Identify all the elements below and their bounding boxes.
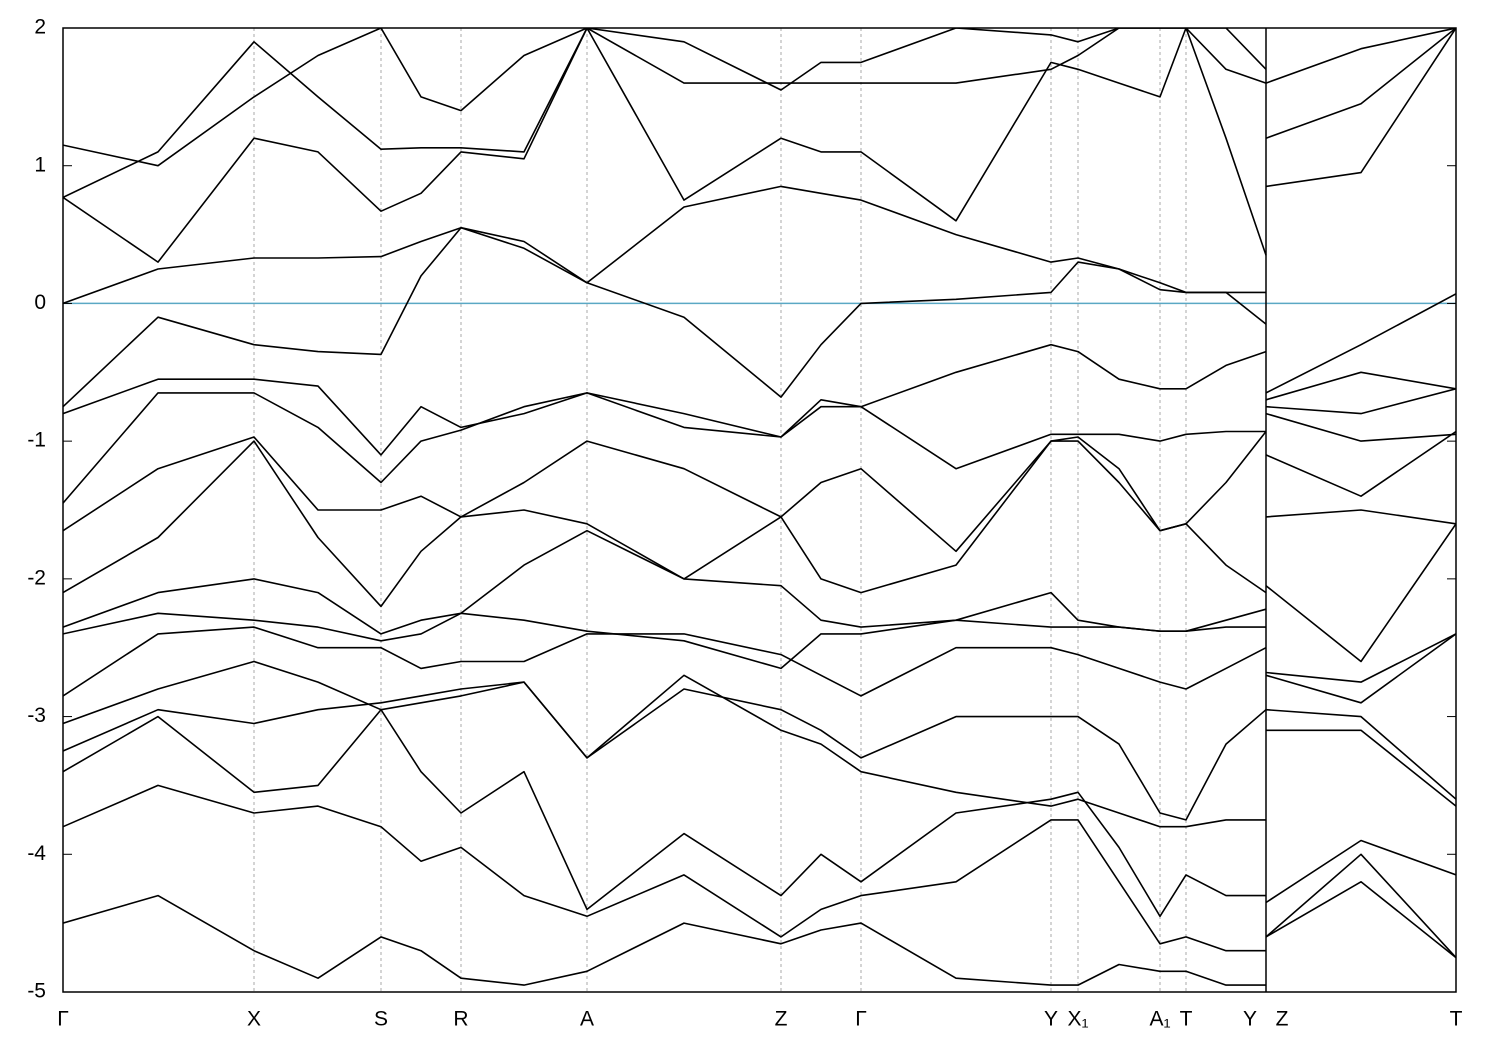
x-tick-label: T bbox=[1180, 1008, 1193, 1031]
x-tick-label: Γ bbox=[855, 1008, 867, 1031]
band-line bbox=[63, 784, 1456, 959]
band-line bbox=[63, 626, 1456, 704]
band-line bbox=[63, 660, 1456, 821]
band-line bbox=[63, 608, 1456, 683]
band-line bbox=[63, 430, 1456, 553]
x-tick-label: Y bbox=[1243, 1008, 1257, 1031]
plot-frame bbox=[62, 27, 1457, 993]
band-line bbox=[63, 440, 1456, 608]
x-tick-label: A bbox=[580, 1008, 594, 1031]
x-tick-label: Γ bbox=[57, 1008, 69, 1031]
x-tick-label: X bbox=[247, 1008, 261, 1031]
x-tick-label: S bbox=[374, 1008, 388, 1031]
band-line bbox=[63, 708, 1456, 918]
band-line bbox=[63, 185, 1456, 408]
band-line bbox=[63, 28, 1456, 167]
band-line bbox=[63, 226, 1456, 398]
y-tick-label: -1 bbox=[27, 429, 46, 452]
y-tick-label: -5 bbox=[27, 980, 46, 1003]
band-line bbox=[63, 674, 1456, 828]
y-tick-label: -3 bbox=[27, 704, 46, 727]
x-tick-label: A₁ bbox=[1149, 1008, 1170, 1031]
bands-layer bbox=[63, 28, 1456, 986]
y-tick-label: 1 bbox=[34, 153, 46, 176]
y-tick-label: -4 bbox=[27, 842, 46, 865]
y-tick-label: 0 bbox=[34, 291, 46, 314]
band-line bbox=[63, 881, 1456, 986]
x-tick-label: Z bbox=[1276, 1008, 1289, 1031]
x-tick-label: R bbox=[453, 1008, 468, 1031]
x-tick-label: T bbox=[1450, 1008, 1463, 1031]
grid-layer bbox=[63, 28, 1456, 992]
x-tick-label: Z bbox=[775, 1008, 788, 1031]
x-tick-label: Y bbox=[1044, 1008, 1058, 1031]
band-line bbox=[63, 28, 1456, 263]
band-line bbox=[63, 523, 1456, 663]
y-tick-label: 2 bbox=[34, 16, 46, 39]
band-line bbox=[63, 392, 1456, 504]
band-line bbox=[63, 28, 1456, 199]
band-line bbox=[63, 343, 1456, 456]
x-tick-label: X₁ bbox=[1067, 1008, 1088, 1031]
y-tick-label: -2 bbox=[27, 566, 46, 589]
